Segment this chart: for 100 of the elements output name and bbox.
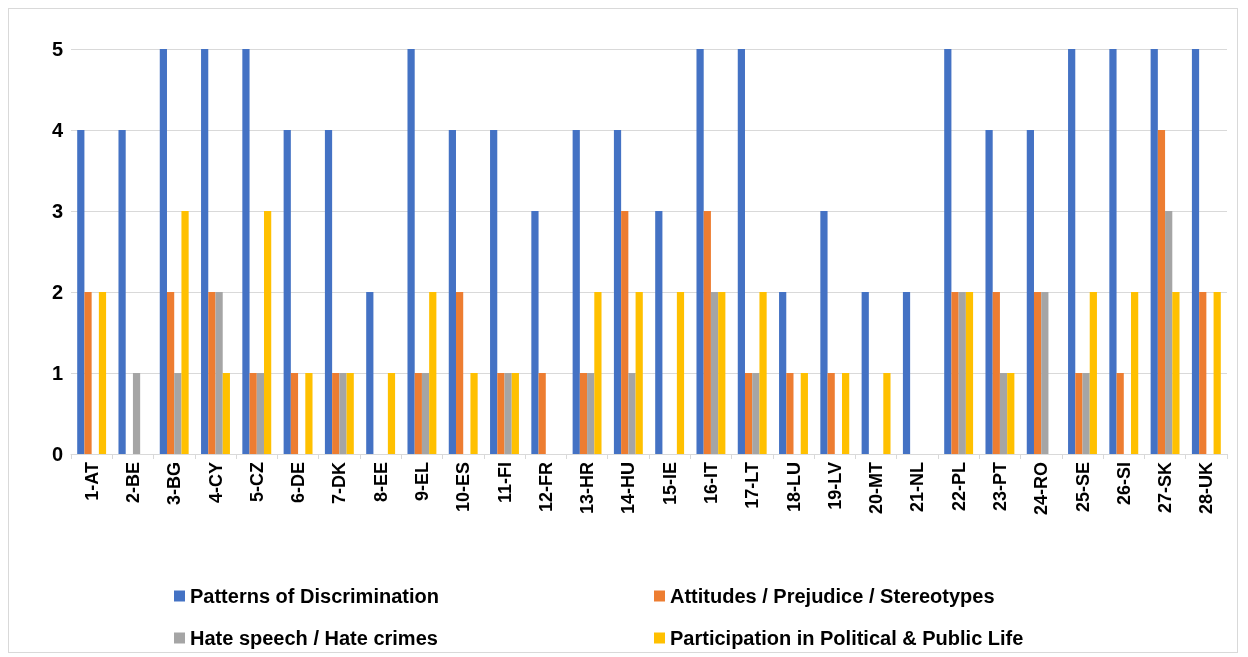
bar (346, 373, 354, 454)
x-tick-label: 22-PL (948, 462, 969, 512)
x-tick-label: 20-MT (866, 462, 887, 515)
bar (718, 292, 726, 454)
x-tick-label: 12-FR (535, 462, 556, 513)
bar (215, 292, 223, 454)
bar (77, 130, 85, 454)
bar (635, 292, 643, 454)
bar (283, 130, 291, 454)
bar (407, 49, 415, 454)
legend-label: Attitudes / Prejudice / Stereotypes (670, 585, 995, 607)
x-tick-label: 10-ES (453, 462, 474, 513)
x-tick-label: 7-DK (329, 462, 350, 505)
y-tick-label: 3 (51, 200, 63, 222)
bar (118, 130, 126, 454)
bar (1172, 292, 1180, 454)
bar (572, 130, 580, 454)
y-tick-label: 4 (51, 119, 64, 141)
bar (538, 373, 546, 454)
bar (800, 373, 808, 454)
bar (159, 49, 167, 454)
y-tick-label: 0 (51, 443, 63, 465)
bar (98, 292, 107, 454)
y-tick-label: 5 (51, 38, 63, 60)
bar (786, 373, 794, 454)
bar (1075, 373, 1083, 454)
bar (339, 373, 347, 454)
bar (1082, 373, 1090, 454)
x-tick-label: 2-BE (122, 462, 143, 504)
bar (1007, 373, 1015, 454)
bar (737, 49, 745, 454)
bar (1089, 292, 1097, 454)
bar (992, 292, 1000, 454)
bar (1157, 130, 1166, 454)
x-tick-label: 24-RO (1031, 462, 1052, 516)
x-tick-label: 19-LV (824, 462, 845, 510)
bar (676, 292, 685, 454)
bar (1191, 49, 1200, 454)
legend-label: Hate speech / Hate crimes (190, 627, 438, 649)
bar (132, 373, 141, 454)
bar (628, 373, 636, 454)
bar (985, 130, 993, 454)
bar (613, 130, 622, 454)
legend-label: Participation in Political & Public Life (670, 627, 1024, 649)
x-tick-label: 17-LT (742, 462, 763, 509)
bar (242, 49, 250, 454)
bar (249, 373, 257, 454)
bar (861, 292, 869, 454)
bar (759, 292, 767, 454)
bar (497, 373, 505, 454)
bar (779, 292, 787, 454)
bar (1026, 130, 1034, 454)
bar (944, 49, 952, 454)
bar (1199, 292, 1207, 454)
bar (902, 292, 911, 454)
x-tick-label: 16-IT (700, 462, 721, 505)
bar (531, 211, 539, 454)
x-tick-label: 26-SI (1113, 462, 1134, 506)
x-tick-label: 8-EE (370, 462, 391, 503)
bar (1131, 292, 1139, 454)
bar (1041, 292, 1049, 454)
x-tick-label: 13-HR (577, 462, 598, 515)
bar (490, 130, 498, 454)
bar (587, 373, 595, 454)
bar (208, 292, 216, 454)
bar (414, 373, 422, 454)
bar (710, 292, 719, 454)
bar (744, 373, 753, 454)
x-tick-label: 27-SK (1155, 462, 1176, 514)
bar (621, 211, 629, 454)
x-tick-label: 4-CY (205, 462, 226, 504)
x-tick-label: 14-HU (618, 462, 639, 515)
bar (448, 130, 456, 454)
bar (290, 373, 299, 454)
bar (999, 373, 1008, 454)
bar (1033, 292, 1042, 454)
x-tick-label: 21-NL (907, 462, 928, 513)
bar (1068, 49, 1076, 454)
y-tick-label: 1 (51, 362, 63, 384)
x-tick-label: 5-CZ (246, 462, 267, 502)
bar (579, 373, 588, 454)
y-tick-label: 2 (51, 281, 63, 303)
bar (305, 373, 313, 454)
bar (470, 373, 478, 454)
x-tick-label: 9-EL (411, 462, 432, 502)
x-tick-label: 11-FI (494, 462, 515, 504)
bar (820, 211, 828, 454)
x-tick-label: 23-PT (989, 462, 1010, 512)
bar (201, 49, 209, 454)
x-tick-label: 25-SE (1072, 462, 1093, 513)
bar (827, 373, 835, 454)
bar (951, 292, 959, 454)
bar (965, 292, 974, 454)
bar (703, 211, 711, 454)
bar (1213, 292, 1221, 454)
x-tick-label: 15-IE (659, 462, 680, 506)
bar (421, 373, 430, 454)
x-tick-label: 6-DE (288, 462, 309, 504)
bar (752, 373, 760, 454)
bar (655, 211, 663, 454)
